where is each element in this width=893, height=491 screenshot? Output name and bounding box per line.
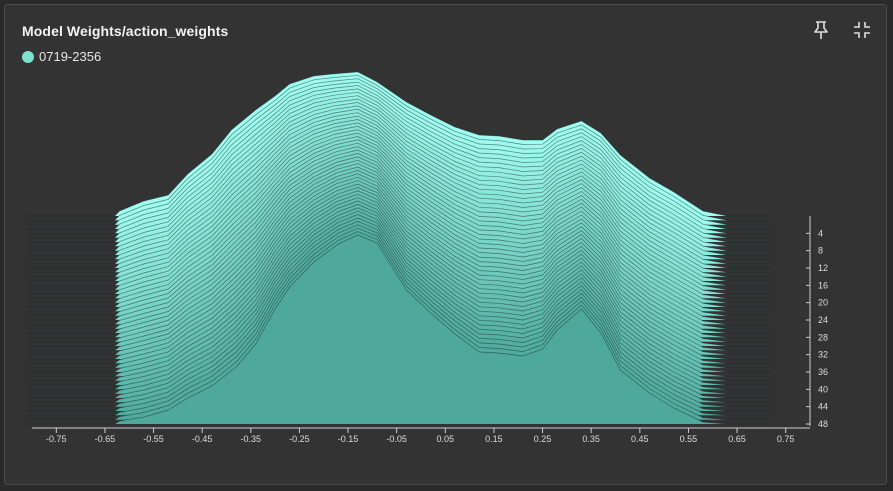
ridge-line-step-16 — [27, 125, 772, 286]
ridge-line-step-14 — [27, 119, 772, 278]
ridge-line-step-22 — [27, 146, 772, 312]
ridge-line-step-35 — [27, 190, 772, 369]
ridge-line-step-24 — [27, 153, 772, 321]
step-tick-label-4: 4 — [818, 228, 823, 238]
ridge-line-step-39 — [27, 204, 772, 386]
x-tick-label-0.25: 0.25 — [534, 434, 552, 444]
ridge-line-step-2 — [27, 78, 772, 226]
ridge-line-step-38 — [27, 200, 772, 382]
x-tick-label--0.55: -0.55 — [143, 434, 164, 444]
x-tick-label-0.45: 0.45 — [631, 434, 649, 444]
ridge-line-step-37 — [27, 197, 772, 377]
x-tick-label-0.15: 0.15 — [485, 434, 503, 444]
x-tick-label--0.65: -0.65 — [95, 434, 116, 444]
legend-color-dot — [22, 50, 34, 63]
step-tick-label-16: 16 — [818, 280, 828, 290]
step-tick-label-32: 32 — [818, 350, 828, 360]
step-tick-label-24: 24 — [818, 315, 828, 325]
ridge-line-step-45 — [27, 224, 772, 412]
ridge-line-step-18 — [27, 132, 772, 295]
chart-title: Model Weights/action_weights — [22, 23, 229, 39]
step-tick-label-8: 8 — [818, 246, 823, 256]
ridge-area-step-48 — [27, 234, 772, 424]
ridge-line-step-33 — [27, 183, 772, 360]
ridge-line-step-27 — [27, 163, 772, 334]
ridge-line-step-25 — [27, 156, 772, 325]
x-tick-label-0.05: 0.05 — [437, 434, 455, 444]
ridge-line-step-41 — [27, 210, 772, 395]
ridge-line-step-17 — [27, 129, 772, 291]
ridge-line-step-23 — [27, 149, 772, 317]
legend-run-label: 0719-2356 — [39, 49, 102, 64]
x-tick-label--0.45: -0.45 — [192, 434, 213, 444]
ridge-line-step-15 — [27, 122, 772, 282]
step-tick-label-28: 28 — [818, 332, 828, 342]
legend[interactable]: 0719-2356 — [22, 49, 101, 64]
ridge-line-step-32 — [27, 180, 772, 356]
ridge-line-step-20 — [27, 139, 772, 304]
ridge-line-step-4 — [27, 85, 772, 234]
x-tick-label-0.55: 0.55 — [680, 434, 698, 444]
ridge-line-step-5 — [27, 88, 772, 239]
ridge-line-step-48 — [27, 234, 772, 425]
ridge-line-step-21 — [27, 142, 772, 308]
step-tick-label-12: 12 — [818, 263, 828, 273]
ridge-line-step-3 — [27, 81, 772, 230]
x-tick-label--0.35: -0.35 — [241, 434, 262, 444]
ridge-line-step-44 — [27, 220, 772, 408]
ridge-line-step-6 — [27, 91, 772, 243]
step-tick-label-20: 20 — [818, 298, 828, 308]
ridge-line-step-12 — [27, 112, 772, 269]
ridge-line-step-8 — [27, 98, 772, 252]
ridge-line-step-34 — [27, 187, 772, 364]
ridge-line-step-26 — [27, 159, 772, 330]
ridge-line-step-42 — [27, 214, 772, 399]
x-tick-label--0.15: -0.15 — [338, 434, 359, 444]
ridge-line-step-19 — [27, 136, 772, 299]
x-tick-label-0.75: 0.75 — [777, 434, 795, 444]
ridge-line-step-1 — [27, 74, 772, 221]
ridge-line-step-46 — [27, 227, 772, 416]
x-tick-label-0.65: 0.65 — [728, 434, 746, 444]
ridge-line-step-30 — [27, 173, 772, 347]
x-tick-label-0.35: 0.35 — [582, 434, 600, 444]
step-tick-label-40: 40 — [818, 384, 828, 394]
step-tick-label-36: 36 — [818, 367, 828, 377]
x-tick-label--0.75: -0.75 — [46, 434, 67, 444]
ridge-line-step-7 — [27, 95, 772, 247]
ridge-line-step-29 — [27, 170, 772, 343]
ridge-line-step-28 — [27, 166, 772, 338]
ridge-line-step-36 — [27, 193, 772, 373]
ridge-line-step-40 — [27, 207, 772, 390]
x-tick-label--0.25: -0.25 — [289, 434, 310, 444]
ridge-line-step-43 — [27, 217, 772, 403]
exit-fullscreen-icon[interactable] — [851, 19, 873, 41]
ridge-line-step-31 — [27, 176, 772, 351]
step-tick-label-44: 44 — [818, 402, 828, 412]
ridge-line-step-9 — [27, 102, 772, 256]
pin-icon[interactable] — [810, 19, 832, 41]
ridge-line-step-0 — [27, 71, 772, 217]
ridge-line-step-13 — [27, 115, 772, 273]
step-tick-label-48: 48 — [818, 419, 828, 429]
ridge-line-step-11 — [27, 108, 772, 265]
ridge-line-step-10 — [27, 105, 772, 260]
ridge-line-step-47 — [27, 231, 772, 421]
x-tick-label--0.05: -0.05 — [386, 434, 407, 444]
